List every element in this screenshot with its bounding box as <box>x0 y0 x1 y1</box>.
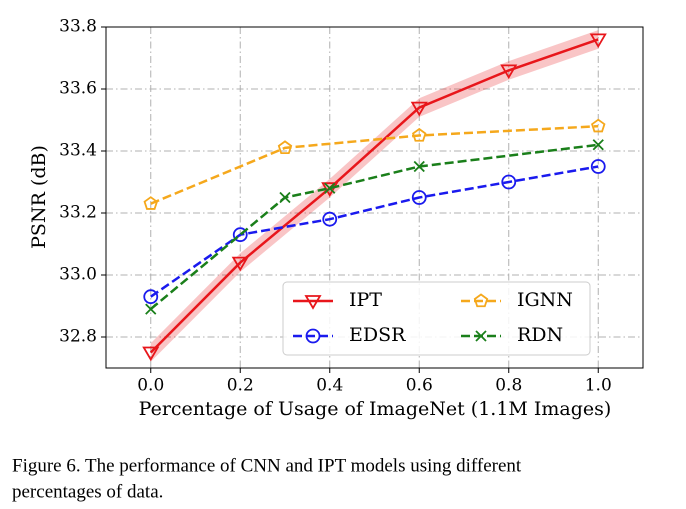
legend-marker <box>305 328 321 344</box>
legend-label: IGNN <box>517 289 573 311</box>
marker <box>145 303 157 315</box>
marker <box>412 127 427 142</box>
y-tick-label: 33.6 <box>59 79 97 99</box>
caption-line: percentages of data. <box>12 481 163 502</box>
marker <box>411 190 427 205</box>
x-tick-label: 0.4 <box>316 376 343 396</box>
y-tick-label: 33.0 <box>59 265 97 285</box>
series-line <box>150 124 599 205</box>
x-tick-label: 1.0 <box>585 376 612 396</box>
legend-marker <box>473 293 489 308</box>
marker <box>413 160 425 173</box>
marker <box>277 140 293 155</box>
y-tick-label: 32.8 <box>59 327 97 347</box>
x-tick-label: 0.2 <box>227 376 254 396</box>
marker <box>324 182 336 194</box>
marker <box>231 256 249 272</box>
series-line <box>149 38 599 354</box>
plot-frame <box>105 26 644 369</box>
marker <box>500 64 518 80</box>
legend-label: IPT <box>349 289 382 311</box>
legend-marker <box>304 295 322 310</box>
marker <box>592 139 604 151</box>
legend-box <box>282 281 591 356</box>
marker <box>590 159 606 174</box>
marker <box>501 174 517 190</box>
y-tick-label: 33.4 <box>59 141 97 161</box>
legend: IPT EDSR IGNN RDN <box>282 281 591 356</box>
marker <box>232 227 248 243</box>
legend-label: EDSR <box>349 324 406 346</box>
series-line <box>149 143 599 311</box>
error-band <box>150 30 599 362</box>
marker <box>591 118 606 133</box>
x-tick-label: 0.0 <box>137 376 164 396</box>
x-tick-label: 0.8 <box>495 376 522 396</box>
legend-label: RDN <box>517 324 563 346</box>
marker <box>143 289 159 305</box>
series-line <box>150 165 599 298</box>
x-axis-label: Percentage of Usage of ImageNet (1.1M Im… <box>139 398 612 420</box>
marker <box>142 346 160 362</box>
marker <box>410 101 428 117</box>
y-axis-label: PSNR (dB) <box>28 145 50 249</box>
marker <box>589 33 607 49</box>
marker <box>279 191 291 204</box>
legend-marker <box>475 330 487 342</box>
marker <box>322 211 338 227</box>
marker <box>143 196 158 210</box>
y-tick-label: 33.8 <box>59 17 97 37</box>
y-tick-label: 33.2 <box>59 203 97 223</box>
x-tick-label: 0.6 <box>406 376 433 396</box>
caption-line: Figure 6. The performance of CNN and IPT… <box>12 455 522 476</box>
